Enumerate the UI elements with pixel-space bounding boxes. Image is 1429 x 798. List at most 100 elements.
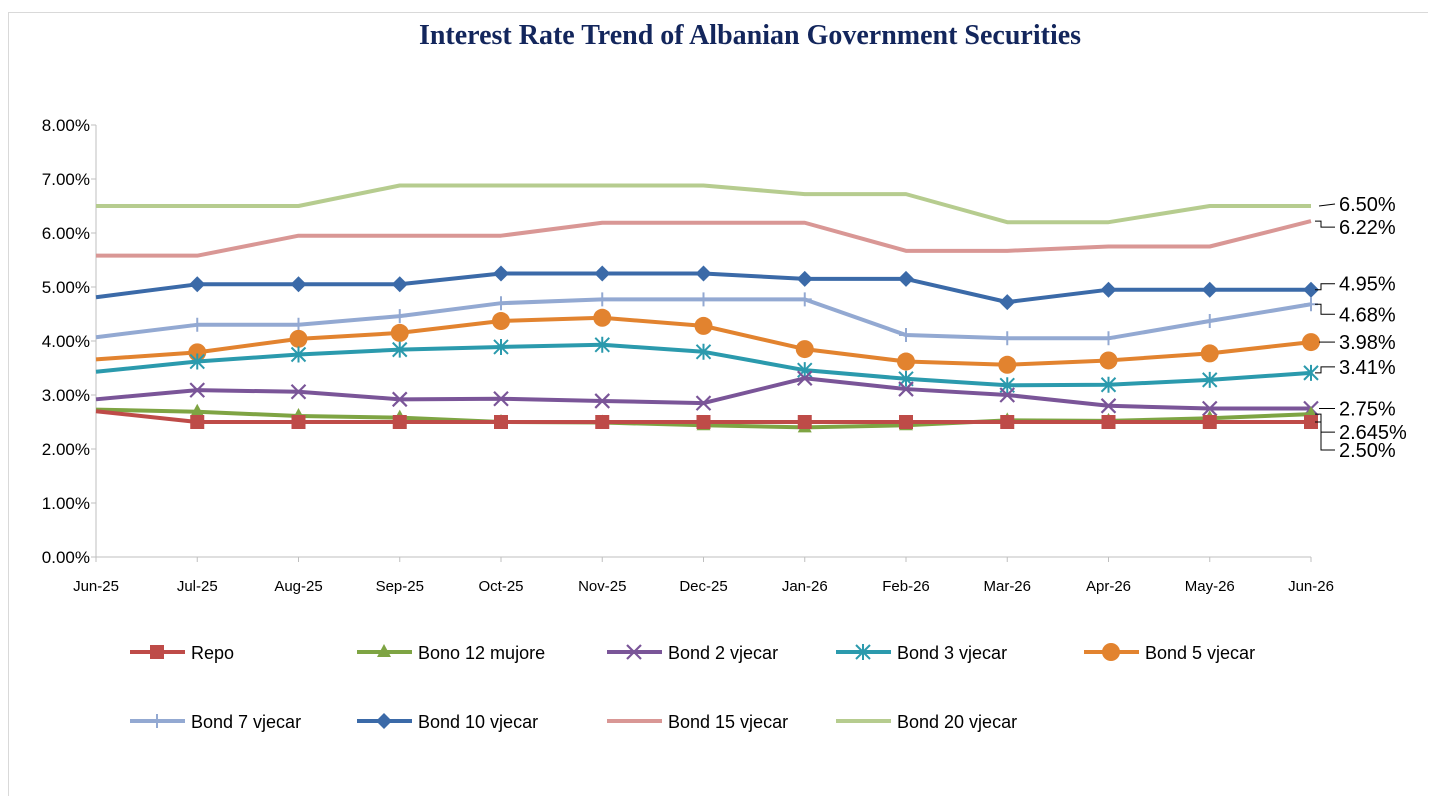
data-point xyxy=(797,292,812,307)
x-tick-label: Mar-26 xyxy=(983,578,1031,595)
legend-marker xyxy=(377,644,391,657)
data-label: 4.68% xyxy=(1339,304,1396,326)
chart-frame xyxy=(8,12,1428,796)
data-label: 2.645% xyxy=(1339,422,1407,444)
data-point xyxy=(1200,344,1219,363)
data-point xyxy=(593,308,612,327)
legend: Repo Bono 12 mujore Bond 2 vjecar Bond 3 vj… xyxy=(130,643,1255,732)
data-point xyxy=(899,328,913,343)
data-point xyxy=(190,415,205,429)
legend-item: Repo xyxy=(130,643,234,663)
y-tick-label: 1.00% xyxy=(42,494,90,513)
data-point xyxy=(796,370,813,387)
data-point xyxy=(1304,415,1318,429)
legend-item: Bond 2 vjecar xyxy=(607,643,778,663)
series-bond-7-vjecar xyxy=(95,292,1318,346)
legend-item: Bond 7 vjecar xyxy=(130,712,301,732)
data-point xyxy=(1099,351,1118,370)
label-leader-line xyxy=(1315,283,1335,291)
legend-item: Bond 10 vjecar xyxy=(357,712,538,732)
x-tick-label: Sep-25 xyxy=(376,578,424,595)
data-point xyxy=(493,391,509,407)
data-point xyxy=(190,403,205,417)
series-bond-5-vjecar xyxy=(95,308,1320,374)
legend-label: Bono 12 mujore xyxy=(418,643,545,663)
data-point xyxy=(290,276,307,293)
data-point xyxy=(391,391,408,408)
legend-item: Bond 15 vjecar xyxy=(607,712,788,732)
series-bond-20-vjecar xyxy=(96,183,1311,225)
data-point xyxy=(290,346,307,363)
data-point xyxy=(492,312,510,331)
x-tick-label: Dec-25 xyxy=(679,578,727,595)
data-point xyxy=(1000,415,1015,429)
label-leader-line xyxy=(1315,366,1335,374)
x-tick-label: Jun-25 xyxy=(73,578,119,595)
data-point xyxy=(1100,281,1117,298)
data-point xyxy=(594,336,610,353)
data-point xyxy=(189,353,205,370)
legend-item: Bond 3 vjecar xyxy=(836,643,1007,663)
data-point xyxy=(1303,281,1319,298)
data-point xyxy=(189,276,206,293)
y-tick-label: 2.00% xyxy=(42,440,90,459)
data-point xyxy=(493,265,509,282)
data-point xyxy=(797,415,812,429)
data-point xyxy=(493,338,509,355)
series-layer xyxy=(95,183,1320,433)
x-tick-label: Feb-26 xyxy=(882,578,930,595)
data-point xyxy=(594,265,611,282)
end-labels: 6.50%6.22% 4.95% 4.68% 3.98% 3.41% 2.75%2.645… xyxy=(1315,194,1407,462)
x-tick-label: Aug-25 xyxy=(274,578,322,595)
data-point xyxy=(1302,333,1320,352)
y-tick-label: 8.00% xyxy=(42,116,90,135)
data-point xyxy=(494,415,508,429)
series-bond-10-vjecar xyxy=(95,265,1319,311)
data-point xyxy=(1202,415,1217,429)
data-point xyxy=(1100,376,1117,393)
series-bond-15-vjecar xyxy=(96,219,1312,258)
data-point xyxy=(695,395,712,411)
data-point xyxy=(795,340,814,359)
legend-label: Bond 10 vjecar xyxy=(418,712,538,732)
data-point xyxy=(696,415,711,429)
legend-marker xyxy=(376,713,392,729)
y-tick-label: 5.00% xyxy=(42,278,90,297)
legend-label: Bond 20 vjecar xyxy=(897,712,1017,732)
data-point xyxy=(1101,331,1116,346)
y-tick-label: 6.00% xyxy=(42,224,90,243)
data-point xyxy=(1202,314,1217,329)
x-tick-label: Apr-26 xyxy=(1086,578,1131,595)
data-point xyxy=(392,415,407,429)
x-tick-label: Nov-25 xyxy=(578,578,626,595)
legend-item: Bond 5 vjecar xyxy=(1084,643,1255,663)
data-point xyxy=(1202,371,1218,388)
data-point xyxy=(291,415,306,429)
data-point xyxy=(190,317,205,332)
data-label: 3.98% xyxy=(1339,332,1396,354)
legend-marker xyxy=(150,645,164,659)
legend-label: Bond 5 vjecar xyxy=(1145,643,1255,663)
label-leader-line xyxy=(1318,203,1336,207)
data-point xyxy=(694,316,713,335)
data-label: 2.50% xyxy=(1339,440,1396,462)
legend-item: Bond 20 vjecar xyxy=(836,712,1017,732)
data-point xyxy=(595,292,610,307)
legend-label: Bond 15 vjecar xyxy=(668,712,788,732)
data-point xyxy=(796,270,813,287)
y-tick-label: 7.00% xyxy=(42,170,90,189)
data-point xyxy=(1101,415,1116,429)
legend-label: Bond 3 vjecar xyxy=(897,643,1007,663)
data-point xyxy=(1201,400,1218,417)
x-tick-label: Jan-26 xyxy=(782,578,828,595)
label-leader-line xyxy=(1315,421,1335,451)
data-point xyxy=(390,323,409,342)
data-point xyxy=(897,352,915,371)
legend-label: Bond 2 vjecar xyxy=(668,643,778,663)
x-tick-label: Jul-25 xyxy=(177,578,218,595)
legend-marker xyxy=(855,644,871,660)
x-tick-label: May-26 xyxy=(1185,578,1235,595)
x-tick-label: Oct-25 xyxy=(478,578,523,595)
data-point xyxy=(289,329,308,348)
legend-label: Repo xyxy=(191,643,234,663)
